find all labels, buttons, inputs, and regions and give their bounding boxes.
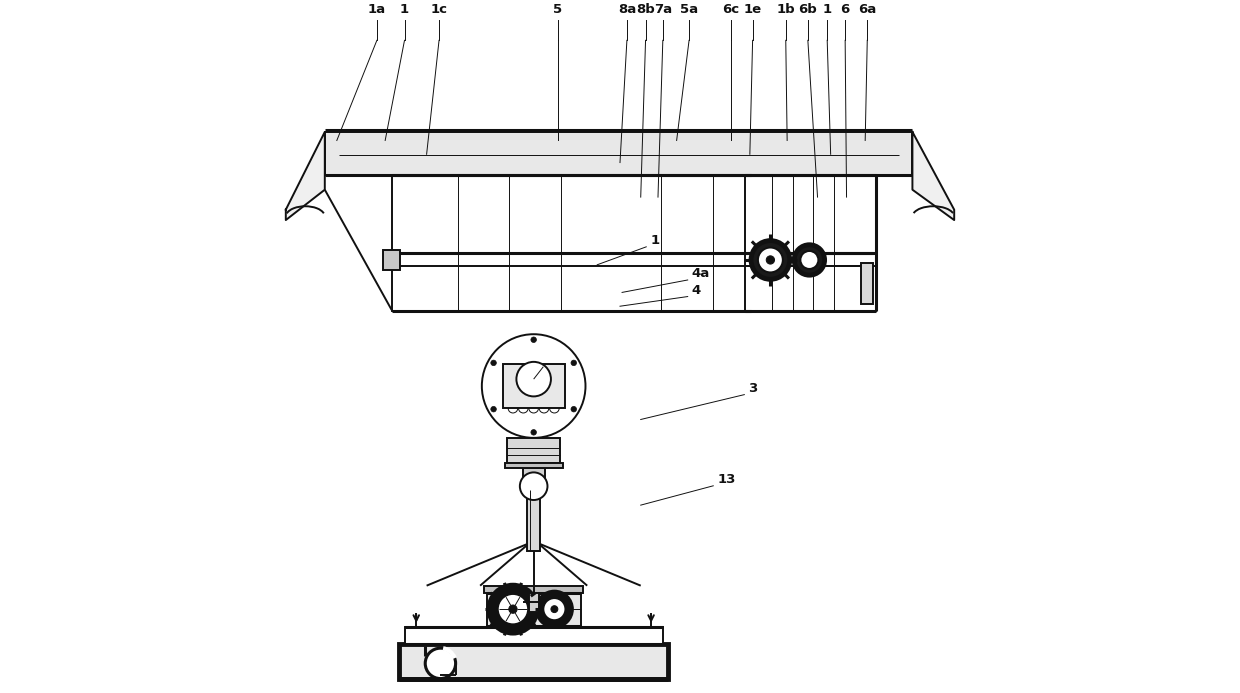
Text: 6: 6: [841, 3, 849, 16]
Bar: [505, 463, 563, 468]
Text: 8a: 8a: [618, 3, 636, 16]
Polygon shape: [913, 132, 955, 220]
Text: 4a: 4a: [692, 267, 711, 280]
Text: 7a: 7a: [653, 3, 672, 16]
Bar: [487, 593, 580, 626]
Bar: [522, 468, 544, 491]
Circle shape: [543, 598, 565, 620]
Text: 1: 1: [822, 3, 832, 16]
Circle shape: [531, 337, 537, 342]
Text: 4: 4: [692, 283, 701, 297]
Bar: [527, 491, 539, 551]
Bar: [399, 644, 668, 679]
Text: 1c: 1c: [430, 3, 448, 16]
Text: 5: 5: [553, 3, 563, 16]
Circle shape: [482, 334, 585, 438]
Circle shape: [570, 406, 577, 412]
Text: 1: 1: [401, 3, 409, 16]
Circle shape: [570, 360, 577, 366]
Bar: [502, 364, 564, 408]
Text: 3: 3: [749, 382, 758, 394]
Text: 5a: 5a: [680, 3, 698, 16]
Circle shape: [491, 406, 496, 412]
Bar: [745, 175, 877, 311]
Circle shape: [758, 247, 782, 272]
Circle shape: [794, 245, 825, 275]
Text: 8b: 8b: [636, 3, 655, 16]
Circle shape: [766, 256, 775, 264]
Circle shape: [520, 473, 548, 500]
Text: 1e: 1e: [744, 3, 761, 16]
Circle shape: [508, 605, 517, 613]
Text: 13: 13: [718, 473, 735, 486]
Bar: [404, 627, 663, 644]
Text: 6a: 6a: [858, 3, 877, 16]
Bar: [861, 263, 873, 304]
Circle shape: [751, 240, 790, 279]
Circle shape: [497, 594, 528, 624]
Circle shape: [531, 430, 537, 435]
Bar: [325, 132, 913, 175]
Bar: [528, 593, 538, 612]
Text: 1: 1: [651, 234, 660, 247]
Circle shape: [425, 648, 455, 678]
Circle shape: [537, 591, 573, 627]
Text: 1a: 1a: [368, 3, 386, 16]
Circle shape: [491, 360, 496, 366]
Text: 1b: 1b: [776, 3, 795, 16]
Circle shape: [516, 362, 551, 396]
Circle shape: [489, 584, 538, 634]
Text: 6b: 6b: [799, 3, 817, 16]
Bar: [507, 438, 560, 463]
Bar: [484, 586, 583, 593]
Bar: [383, 250, 401, 270]
Circle shape: [551, 606, 558, 613]
Text: 6c: 6c: [722, 3, 739, 16]
Circle shape: [800, 251, 818, 269]
Bar: [392, 175, 751, 311]
Polygon shape: [285, 132, 325, 220]
